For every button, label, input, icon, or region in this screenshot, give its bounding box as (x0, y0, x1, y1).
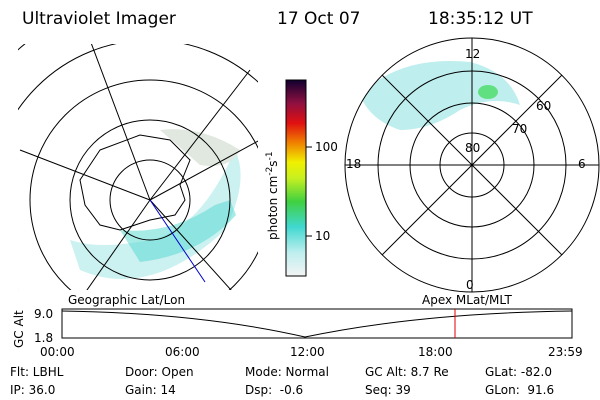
info-field: GC Alt: 8.7 Re (365, 365, 449, 379)
mlt-label: 6 (578, 157, 586, 171)
info-field: GLat: -82.0 (485, 365, 552, 379)
mlt-label: 18 (346, 157, 361, 171)
info-field: Seq: 39 (365, 383, 411, 397)
mlat-label: 70 (512, 122, 527, 136)
info-field: Gain: 14 (125, 383, 176, 397)
time-tick: 23:59 (548, 345, 583, 359)
timeline-box (61, 308, 573, 339)
time-tick: 06:00 (165, 345, 200, 359)
colorbar-label: photon cm-2s-1 (265, 151, 280, 240)
colorbar (285, 79, 307, 277)
altitude-curve (61, 310, 573, 338)
timeline-axis-tick: 9.0 (34, 307, 53, 321)
info-field: Door: Open (125, 365, 194, 379)
instrument: Ultraviolet Imager (22, 9, 176, 29)
time-tick: 00:00 (40, 345, 75, 359)
geographic-map (18, 44, 258, 290)
mlat-label: 80 (465, 141, 480, 155)
mlat-label: 60 (536, 99, 551, 113)
info-field: Mode: Normal (245, 365, 329, 379)
timeline-axis-label: GC Alt (12, 310, 26, 348)
info-panel: Flt: LBHL Door: Open Mode: Normal GC Alt: 8… (10, 365, 554, 397)
mlt-label: 12 (465, 47, 480, 61)
timeline-axis-tick: 1.8 (34, 331, 53, 345)
colorbar-tick: 10 (315, 229, 330, 243)
timeline-left-label: Geographic Lat/Lon (68, 293, 185, 307)
colorbar-tick: 100 (315, 140, 338, 154)
info-field: Dsp: -0.6 (245, 383, 303, 397)
date: 17 Oct 07 (277, 9, 360, 29)
time-tick: 12:00 (290, 345, 325, 359)
info-field: Flt: LBHL (10, 365, 64, 379)
time-tick: 18:00 (418, 345, 453, 359)
timeline-right-label: Apex MLat/MLT (422, 293, 512, 307)
polar-plot (360, 60, 520, 131)
mlt-label: 0 (466, 278, 474, 292)
info-field: IP: 36.0 (10, 383, 55, 397)
time: 18:35:12 UT (428, 9, 533, 29)
info-field: GLon: 91.6 (485, 383, 554, 397)
